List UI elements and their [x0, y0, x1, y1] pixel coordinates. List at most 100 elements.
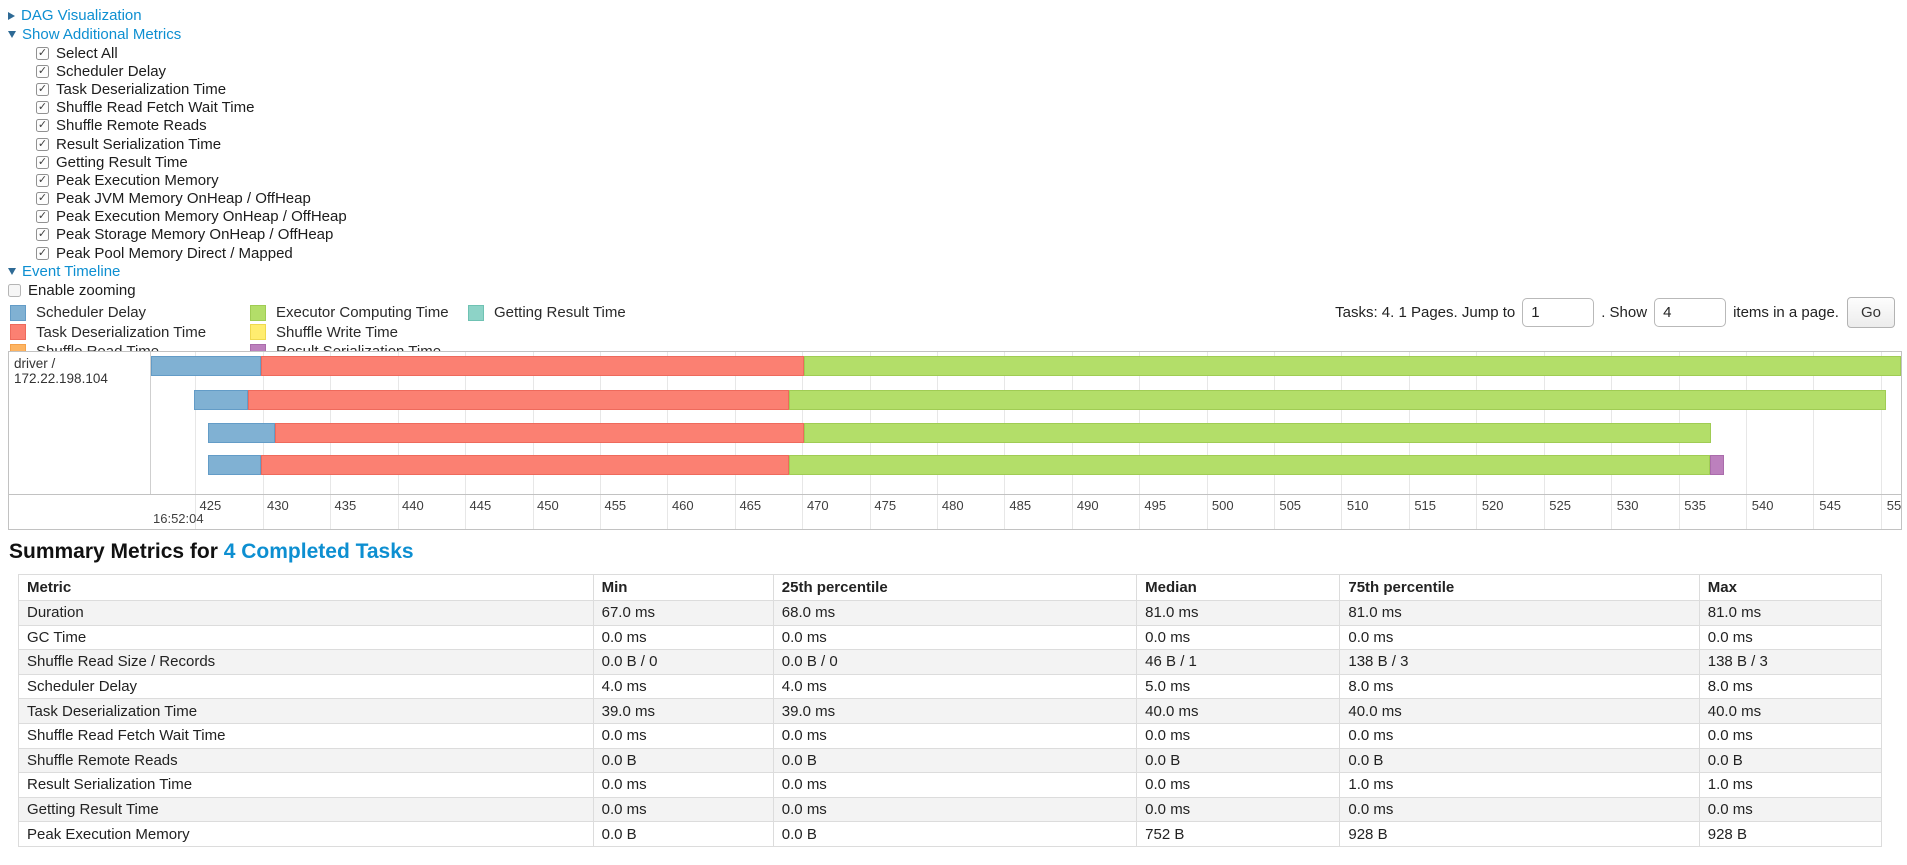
metric-value-cell: 0.0 B / 0 [592, 649, 774, 675]
task-deserialization-swatch-icon [10, 324, 26, 341]
metric-checkbox-row: ✓ Shuffle Read Fetch Wait Time [36, 99, 1907, 117]
show-additional-metrics-toggle[interactable]: Show Additional Metrics [8, 25, 1907, 44]
metric-value-cell: 0.0 ms [772, 796, 1138, 823]
metric-value-cell: 81.0 ms [1136, 600, 1341, 626]
axis-tick-label: 510 [1346, 498, 1369, 513]
metric-checkbox-row: ✓ Peak Execution Memory [36, 171, 1907, 189]
metric-value-cell: 138 B / 3 [1339, 649, 1700, 675]
jump-to-page-input[interactable] [1522, 298, 1595, 327]
go-button[interactable]: Go [1846, 297, 1895, 328]
metric-checkbox[interactable]: ✓ [36, 246, 49, 260]
task-segment-executor-computing[interactable] [803, 423, 1711, 443]
metric-value-cell: 0.0 B [772, 747, 1138, 774]
metric-value-cell: 40.0 ms [1698, 698, 1883, 724]
axis-tick-label: 450 [536, 498, 559, 513]
task-segment-scheduler-delay[interactable] [151, 356, 261, 376]
legend-label: Scheduler Delay [36, 304, 147, 322]
metric-checkbox-label: Shuffle Read Fetch Wait Time [56, 99, 255, 117]
items-per-page-input[interactable] [1654, 298, 1727, 327]
legend-label: Task Deserialization Time [36, 323, 207, 341]
axis-tick-label: 440 [402, 498, 424, 513]
summary-table-row: Peak Execution Memory 0.0 B 0.0 B 752 B 928 … [18, 821, 1883, 847]
metric-value-cell: 40.0 ms [1136, 698, 1341, 724]
metric-checkbox[interactable]: ✓ [36, 64, 49, 78]
metric-value-cell: 4.0 ms [772, 673, 1138, 700]
metric-value-cell: 0.0 ms [772, 624, 1138, 651]
metric-value-cell: 0.0 ms [1136, 624, 1341, 651]
task-segment-executor-computing[interactable] [803, 356, 1901, 376]
pagination-middle-text: . Show [1601, 304, 1648, 321]
task-segment-scheduler-delay[interactable] [194, 390, 249, 410]
legend-label: Executor Computing Time [276, 304, 449, 322]
summary-table-row: Scheduler Delay 4.0 ms 4.0 ms 5.0 ms 8.0 ms 8… [18, 673, 1883, 700]
metric-value-cell: 0.0 B [1136, 747, 1341, 774]
metric-checkbox-label: Peak Execution Memory OnHeap / OffHeap [56, 208, 347, 226]
metric-checkbox-label: Peak Pool Memory Direct / Mapped [56, 244, 293, 262]
metric-value-cell: 39.0 ms [772, 698, 1138, 724]
task-timeline-bar [151, 390, 1901, 410]
metric-value-cell: 0.0 ms [1339, 796, 1700, 823]
metric-checkbox[interactable]: ✓ [36, 101, 49, 115]
task-segment-executor-computing[interactable] [789, 390, 1887, 410]
metric-checkbox[interactable]: ✓ [36, 228, 49, 242]
metric-checkbox-row: ✓ Peak JVM Memory OnHeap / OffHeap [36, 190, 1907, 208]
stage-controls: DAG Visualization Show Additional Metric… [0, 0, 1907, 299]
task-segment-scheduler-delay[interactable] [207, 423, 276, 443]
axis-gridline [1813, 352, 1815, 529]
show-additional-metrics-link[interactable]: Show Additional Metrics [22, 26, 182, 43]
axis-tick-label: 530 [1616, 498, 1639, 513]
task-segment-executor-computing[interactable] [789, 455, 1710, 475]
task-segment-task-deserialization[interactable] [248, 390, 790, 410]
metric-checkbox[interactable]: ✓ [36, 173, 49, 187]
dag-visualization-toggle[interactable]: DAG Visualization [8, 6, 1907, 25]
task-segment-task-deserialization[interactable] [275, 423, 804, 443]
metric-checkbox[interactable]: ✓ [36, 137, 49, 151]
metric-name-cell: GC Time [18, 624, 594, 651]
axis-tick-label: 430 [267, 498, 289, 513]
metric-checkbox[interactable]: ✓ [36, 46, 49, 60]
event-timeline-link[interactable]: Event Timeline [22, 263, 121, 281]
metric-checkbox[interactable]: ✓ [36, 192, 49, 206]
dag-visualization-link[interactable]: DAG Visualization [21, 7, 142, 24]
axis-tick-label: 515 [1414, 498, 1437, 513]
timeline-plot-area[interactable] [151, 352, 1901, 529]
completed-tasks-link[interactable]: 4 Completed Tasks [223, 540, 414, 563]
metric-checkbox[interactable]: ✓ [36, 119, 49, 133]
metric-value-cell: 0.0 ms [1136, 722, 1341, 749]
axis-tick-label: 535 [1684, 498, 1706, 513]
metric-checkbox[interactable]: ✓ [36, 82, 49, 96]
axis-tick-label: 485 [1009, 498, 1032, 513]
axis-tick-label: 545 [1819, 498, 1841, 513]
metric-value-cell: 67.0 ms [592, 600, 774, 626]
task-segment-task-deserialization[interactable] [260, 455, 790, 475]
metric-value-cell: 0.0 ms [1136, 772, 1341, 798]
task-segment-task-deserialization[interactable] [260, 356, 804, 376]
legend-column: Getting Result Time [468, 303, 626, 362]
pagination-prefix-text: Tasks: 4. 1 Pages. Jump to [1335, 304, 1516, 321]
task-segment-scheduler-delay[interactable] [207, 455, 261, 475]
metric-value-cell: 0.0 B [592, 821, 774, 847]
metric-value-cell: 8.0 ms [1698, 673, 1883, 700]
axis-tick-label: 470 [806, 498, 829, 513]
metric-value-cell: 0.0 ms [772, 772, 1138, 798]
summary-table-row: GC Time 0.0 ms 0.0 ms 0.0 ms 0.0 ms 0.0 ms [18, 624, 1883, 651]
axis-tick-label: 505 [1279, 498, 1302, 513]
legend-item-task-deserialization: Task Deserialization Time [10, 323, 250, 343]
summary-column-header: 75th percentile [1339, 574, 1700, 601]
metric-value-cell: 138 B / 3 [1698, 649, 1883, 675]
metric-value-cell: 928 B [1339, 821, 1700, 847]
metric-value-cell: 4.0 ms [592, 673, 774, 700]
summary-heading-text: Summary Metrics for [9, 540, 224, 563]
metric-name-cell: Shuffle Read Fetch Wait Time [18, 722, 594, 749]
enable-zooming-checkbox[interactable] [8, 283, 21, 297]
summary-metrics-table: Metric Min 25th percentile Median 75th perce… [18, 574, 1883, 847]
metric-checkbox[interactable]: ✓ [36, 210, 49, 224]
axis-tick-label: 550 [1886, 498, 1902, 513]
task-segment-result-serialization[interactable] [1709, 455, 1725, 475]
event-timeline-toggle[interactable]: Event Timeline [8, 262, 1907, 281]
metric-checkbox[interactable]: ✓ [36, 155, 49, 169]
metric-value-cell: 752 B [1136, 821, 1341, 847]
metric-value-cell: 39.0 ms [592, 698, 774, 724]
axis-gridline [1745, 352, 1747, 529]
metric-checkbox-label: Scheduler Delay [56, 62, 167, 80]
